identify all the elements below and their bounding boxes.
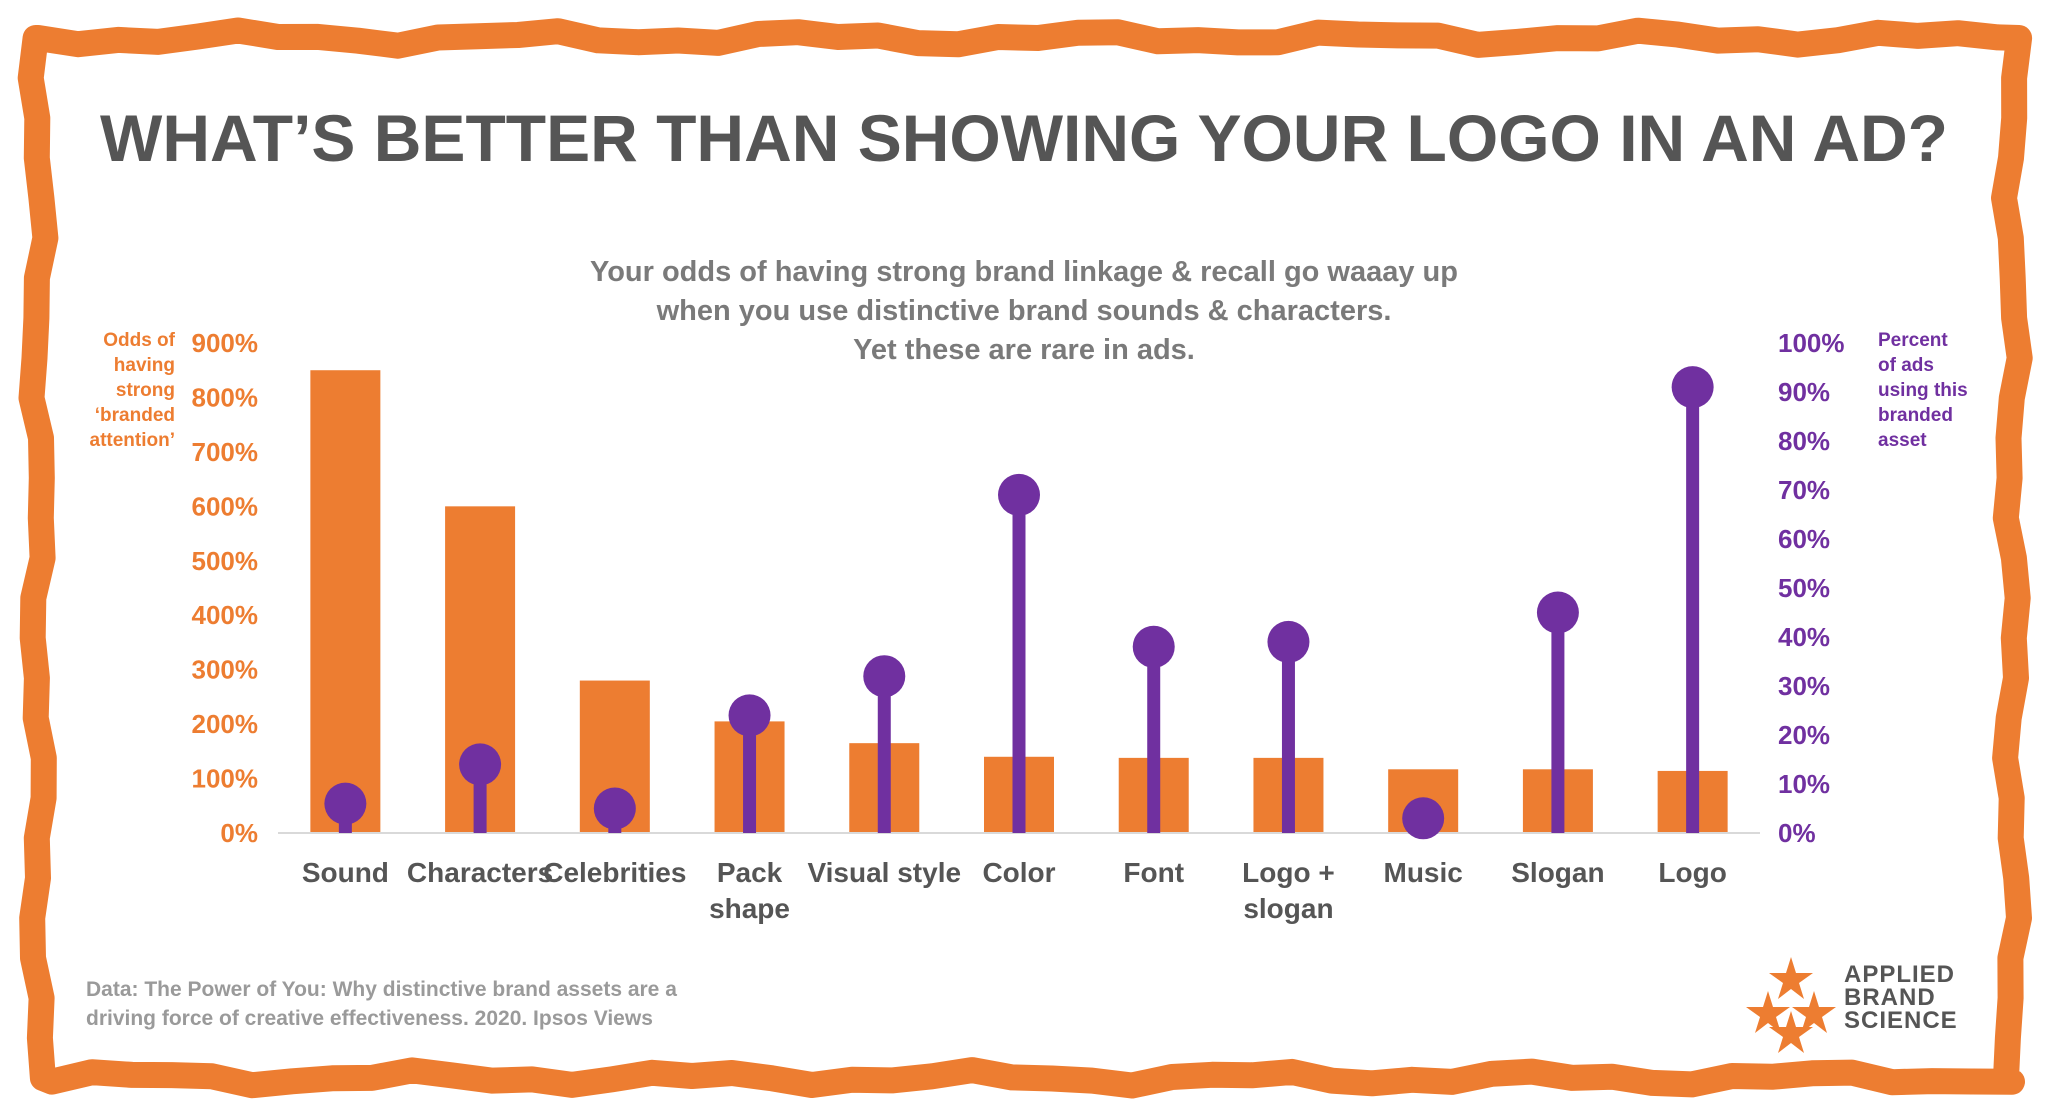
right-axis-tick-label: 50% bbox=[1778, 573, 1830, 603]
lollipop-point bbox=[1132, 625, 1175, 668]
star-cluster-icon bbox=[1746, 957, 1836, 1053]
right-axis-tick-label: 90% bbox=[1778, 377, 1830, 407]
category-label: Music bbox=[1384, 857, 1463, 888]
category-label: Font bbox=[1123, 857, 1184, 888]
category-label: Logo bbox=[1658, 857, 1726, 888]
right-axis-title: Percent of ads using this branded asset bbox=[1878, 328, 1968, 453]
brand-name-line: BRAND bbox=[1844, 984, 1936, 1011]
right-axis-tick-label: 40% bbox=[1778, 622, 1830, 652]
right-axis-tick-label: 100% bbox=[1778, 328, 1845, 358]
left-axis-title-line: attention’ bbox=[89, 430, 176, 451]
subtitle-line: Yet these are rare in ads. bbox=[853, 334, 1195, 366]
left-axis-tick-label: 700% bbox=[192, 437, 259, 467]
category-label: Color bbox=[982, 857, 1055, 888]
brand-logo: APPLIED BRAND SCIENCE bbox=[1746, 955, 1966, 1055]
lollipop-point bbox=[1536, 591, 1579, 634]
lollipop-point bbox=[593, 787, 636, 830]
left-axis-tick-label: 900% bbox=[192, 328, 259, 358]
category-label: Celebrities bbox=[543, 857, 686, 888]
right-axis-tick-label: 60% bbox=[1778, 524, 1830, 554]
left-axis-tick-label: 800% bbox=[192, 382, 259, 412]
brand-name-line: SCIENCE bbox=[1844, 1007, 1958, 1034]
left-axis-tick-label: 600% bbox=[192, 491, 259, 521]
lollipop-point bbox=[324, 782, 367, 825]
right-axis-tick-label: 0% bbox=[1778, 818, 1816, 848]
left-axis-tick-label: 200% bbox=[192, 709, 259, 739]
right-axis-tick-label: 70% bbox=[1778, 475, 1830, 505]
lollipop-point bbox=[1671, 366, 1714, 409]
category-label: slogan bbox=[1243, 893, 1333, 924]
category-label: Slogan bbox=[1511, 857, 1604, 888]
brand-name-line: APPLIED bbox=[1844, 961, 1956, 988]
chart-subtitle: Your odds of having strong brand linkage… bbox=[0, 253, 2048, 370]
category-label: Visual style bbox=[807, 857, 961, 888]
left-axis-title-line: strong bbox=[115, 380, 175, 401]
brand-name: APPLIED BRAND SCIENCE bbox=[1844, 961, 1958, 1034]
left-axis-title: Odds of having strong ‘branded attention… bbox=[90, 328, 176, 453]
left-axis-title-line: ‘branded bbox=[94, 405, 175, 426]
subtitle-line: Your odds of having strong brand linkage… bbox=[590, 256, 1458, 288]
left-axis-title-line: having bbox=[113, 355, 175, 376]
category-label: Sound bbox=[302, 857, 389, 888]
left-axis-tick-label: 0% bbox=[220, 818, 258, 848]
source-line: driving force of creative effectiveness.… bbox=[86, 1007, 653, 1030]
lollipop-point bbox=[998, 473, 1040, 516]
right-axis-title-line: asset bbox=[1878, 430, 1927, 451]
source-line: Data: The Power of You: Why distinctive … bbox=[86, 978, 677, 1001]
left-axis-tick-label: 100% bbox=[192, 764, 259, 794]
lollipop-point bbox=[1267, 620, 1310, 663]
category-label: shape bbox=[709, 893, 790, 924]
right-axis-title-line: Percent bbox=[1878, 330, 1948, 351]
right-axis-tick-label: 30% bbox=[1778, 671, 1830, 701]
right-axis-title-line: branded bbox=[1878, 405, 1953, 426]
left-axis-title-line: Odds of bbox=[103, 330, 175, 351]
left-axis-tick-label: 500% bbox=[192, 546, 259, 576]
right-axis-tick-label: 10% bbox=[1778, 769, 1830, 799]
lollipop-point bbox=[728, 694, 771, 737]
subtitle-line: when you use distinctive brand sounds & … bbox=[656, 295, 1392, 327]
right-axis-title-line: of ads bbox=[1878, 355, 1934, 376]
lollipop-point bbox=[459, 743, 502, 786]
bar bbox=[310, 370, 381, 833]
page-title: WHAT’S BETTER THAN SHOWING YOUR LOGO IN … bbox=[100, 101, 1948, 175]
category-label: Characters bbox=[407, 857, 553, 888]
category-label: Logo + bbox=[1242, 857, 1335, 888]
category-label: Pack bbox=[717, 857, 783, 888]
left-axis-tick-label: 400% bbox=[192, 600, 259, 630]
source-note: Data: The Power of You: Why distinctive … bbox=[86, 975, 677, 1033]
left-axis-tick-label: 300% bbox=[192, 655, 259, 685]
right-axis-tick-label: 20% bbox=[1778, 720, 1830, 750]
lollipop-point bbox=[1402, 797, 1445, 840]
right-axis-title-line: using this bbox=[1878, 380, 1968, 401]
lollipop-point bbox=[863, 655, 906, 698]
right-axis-tick-label: 80% bbox=[1778, 426, 1830, 456]
